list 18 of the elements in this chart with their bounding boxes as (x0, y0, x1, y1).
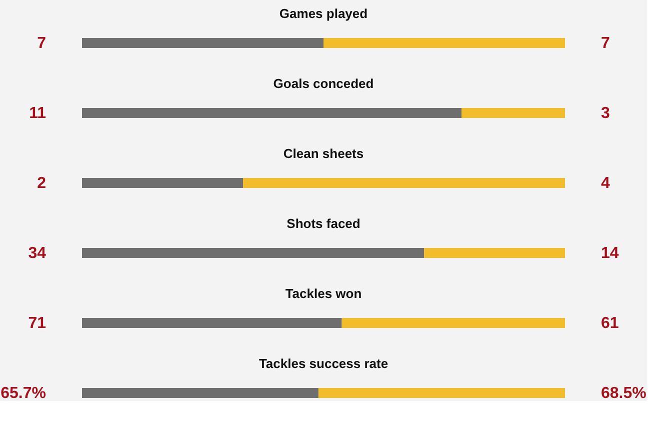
data-label: 3 (601, 105, 610, 122)
chart-title: Clean sheets (283, 146, 364, 161)
data-label: 14 (601, 245, 619, 262)
chart-title: Goals conceded (273, 76, 374, 91)
chart-title: Games played (279, 6, 368, 21)
data-label: 65.7% (0, 385, 46, 402)
data-label: 7 (37, 35, 46, 52)
data-label: 2 (37, 175, 46, 192)
data-label: 34 (28, 245, 46, 262)
data-label: 4 (601, 175, 610, 192)
data-label: 61 (601, 315, 619, 332)
chart-title: Shots faced (286, 216, 360, 231)
chart-title: Tackles won (285, 286, 362, 301)
data-label: 7 (601, 35, 610, 52)
data-label: 11 (29, 105, 46, 122)
data-label: 68.5% (601, 385, 646, 402)
data-label: 71 (28, 315, 46, 332)
chart-title: Tackles success rate (258, 356, 388, 371)
